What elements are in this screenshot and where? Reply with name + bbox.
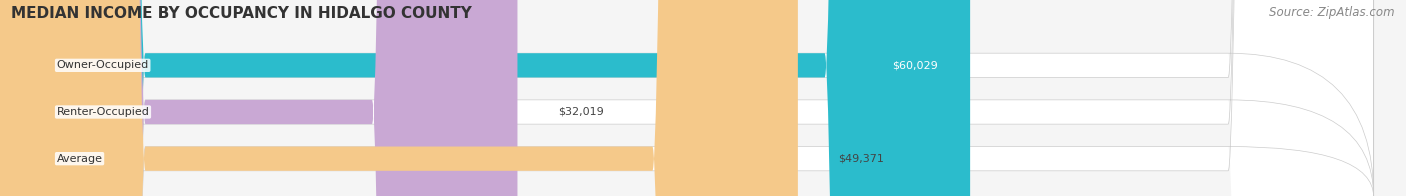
FancyBboxPatch shape	[0, 0, 1374, 196]
FancyBboxPatch shape	[0, 0, 1374, 196]
FancyBboxPatch shape	[0, 0, 1374, 196]
Text: Source: ZipAtlas.com: Source: ZipAtlas.com	[1270, 6, 1395, 19]
FancyBboxPatch shape	[0, 0, 517, 196]
FancyBboxPatch shape	[0, 0, 797, 196]
Text: $49,371: $49,371	[838, 154, 884, 164]
Text: Owner-Occupied: Owner-Occupied	[56, 60, 149, 70]
Text: $60,029: $60,029	[891, 60, 938, 70]
Text: MEDIAN INCOME BY OCCUPANCY IN HIDALGO COUNTY: MEDIAN INCOME BY OCCUPANCY IN HIDALGO CO…	[11, 6, 472, 21]
FancyBboxPatch shape	[0, 0, 970, 196]
Text: Average: Average	[56, 154, 103, 164]
Text: Renter-Occupied: Renter-Occupied	[56, 107, 149, 117]
Text: $32,019: $32,019	[558, 107, 603, 117]
